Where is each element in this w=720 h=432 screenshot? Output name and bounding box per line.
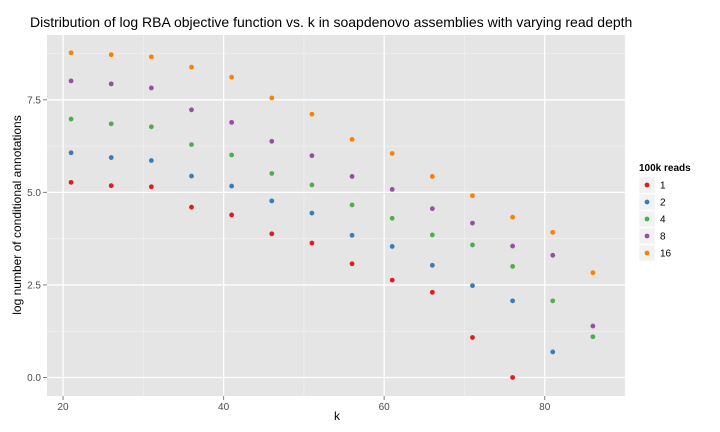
- data-point-series-2: [389, 244, 395, 249]
- data-point-series-4: [108, 121, 114, 127]
- data-point-series-16: [389, 151, 395, 156]
- data-point-series-8: [510, 243, 516, 249]
- data-point-series-16: [269, 95, 275, 101]
- data-point-series-1: [108, 183, 114, 189]
- data-point-series-16: [229, 74, 235, 80]
- data-point-series-2: [470, 283, 475, 289]
- data-point-series-8: [108, 81, 114, 87]
- y-tick-label: 5.0: [27, 188, 41, 199]
- x-tick-label: 60: [379, 402, 391, 413]
- legend-key-point-8: [644, 233, 650, 239]
- data-point-series-2: [229, 183, 235, 189]
- chart-title: Distribution of log RBA objective functi…: [30, 14, 632, 30]
- legend-label-16: 16: [660, 249, 672, 260]
- legend-key-point-2: [644, 199, 650, 205]
- legend-label-1: 1: [660, 181, 666, 192]
- data-point-series-4: [470, 242, 475, 248]
- data-point-series-1: [349, 261, 355, 267]
- x-axis-title: k: [334, 409, 341, 423]
- data-point-series-2: [309, 210, 315, 216]
- data-point-series-4: [389, 215, 395, 221]
- legend-key-point-16: [644, 250, 650, 256]
- data-point-series-1: [269, 231, 275, 237]
- data-point-series-16: [429, 174, 435, 179]
- data-point-series-4: [309, 182, 315, 188]
- y-tick-label: 7.5: [27, 95, 41, 106]
- data-point-series-2: [349, 232, 355, 238]
- data-point-series-16: [590, 270, 596, 276]
- data-point-series-4: [148, 124, 154, 130]
- data-point-series-8: [189, 107, 194, 113]
- data-point-series-1: [189, 204, 194, 210]
- data-point-series-2: [189, 173, 194, 179]
- data-point-series-1: [229, 212, 235, 218]
- plot-panel: [47, 35, 625, 396]
- x-tick-label: 80: [539, 402, 551, 413]
- data-point-series-4: [269, 171, 275, 176]
- x-tick-label: 40: [218, 402, 230, 413]
- legend-label-8: 8: [660, 232, 666, 243]
- x-tick-label: 20: [57, 402, 69, 413]
- data-point-series-4: [229, 152, 235, 158]
- data-point-series-8: [148, 85, 154, 91]
- data-point-series-2: [429, 262, 435, 268]
- y-tick-label: 2.5: [27, 280, 41, 291]
- major-gridlines: [47, 35, 625, 396]
- data-point-series-8: [550, 252, 556, 258]
- legend-key-point-1: [644, 182, 650, 188]
- data-point-series-1: [148, 184, 154, 190]
- x-axis: 20 40 60 80: [57, 396, 551, 413]
- data-point-series-4: [349, 202, 355, 208]
- data-point-series-16: [470, 193, 475, 199]
- data-point-series-8: [429, 206, 435, 212]
- data-point-series-8: [470, 220, 475, 226]
- data-point-series-4: [550, 298, 556, 304]
- data-point-series-16: [189, 64, 194, 70]
- y-axis: 0.0 2.5 5.0 7.5: [27, 95, 47, 384]
- data-point-series-1: [470, 335, 475, 340]
- data-point-series-1: [68, 179, 74, 185]
- data-point-series-2: [148, 158, 154, 163]
- data-point-series-1: [510, 375, 516, 380]
- data-point-series-4: [68, 116, 74, 122]
- data-point-series-8: [309, 153, 315, 159]
- data-point-series-1: [309, 240, 315, 246]
- data-point-series-8: [349, 174, 355, 179]
- data-point-series-8: [590, 323, 596, 329]
- data-point-series-1: [429, 289, 435, 295]
- data-point-series-4: [189, 142, 194, 147]
- legend-label-4: 4: [660, 215, 666, 226]
- legend: 100k reads 1 2 4 8 16: [638, 163, 691, 262]
- data-point-series-16: [309, 111, 315, 117]
- data-points: [68, 50, 596, 380]
- y-tick-label: 0.0: [27, 373, 41, 384]
- data-point-series-16: [550, 229, 556, 235]
- data-point-series-4: [590, 334, 596, 340]
- data-point-series-1: [389, 277, 395, 283]
- data-point-series-4: [429, 232, 435, 238]
- data-point-series-16: [68, 50, 74, 56]
- data-point-series-2: [510, 298, 516, 304]
- data-point-series-8: [68, 78, 74, 84]
- data-point-series-2: [108, 155, 114, 160]
- data-point-series-16: [349, 137, 355, 142]
- data-point-series-16: [148, 54, 154, 60]
- data-point-series-2: [269, 198, 275, 204]
- data-point-series-2: [68, 150, 74, 156]
- minor-gridlines: [47, 35, 626, 396]
- legend-key-point-4: [644, 216, 650, 222]
- y-axis-title: log number of conditional annotations: [10, 115, 24, 314]
- data-point-series-4: [510, 264, 516, 269]
- data-point-series-8: [389, 186, 395, 192]
- data-point-series-8: [229, 119, 235, 125]
- data-point-series-16: [108, 52, 114, 58]
- data-point-series-2: [550, 349, 556, 355]
- data-point-series-16: [510, 214, 516, 220]
- legend-label-2: 2: [660, 198, 666, 209]
- legend-title: 100k reads: [639, 163, 691, 174]
- data-point-series-8: [269, 138, 275, 144]
